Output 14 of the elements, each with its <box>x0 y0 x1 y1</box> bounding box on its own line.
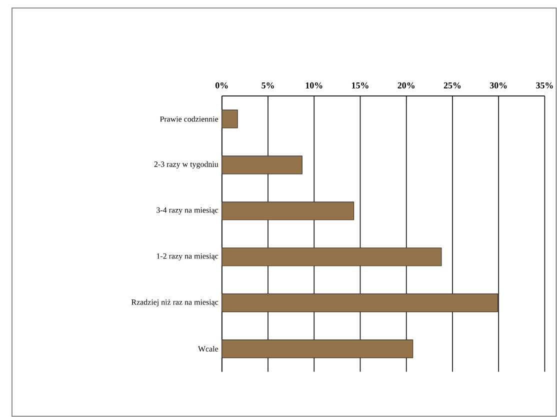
x-tick-label: 20% <box>398 82 414 89</box>
x-tick-label: 15% <box>352 82 368 89</box>
bar <box>222 294 498 312</box>
bar <box>222 110 238 128</box>
bar <box>222 248 442 266</box>
x-tick-label: 0% <box>216 82 228 89</box>
x-tick-label: 5% <box>262 82 274 89</box>
x-tick-label: 30% <box>490 82 507 89</box>
x-tick-label: 10% <box>306 82 322 89</box>
x-tick-label: 35% <box>536 82 553 89</box>
bar <box>222 156 302 174</box>
bar <box>222 340 414 358</box>
bar <box>222 202 354 220</box>
x-tick-label: 25% <box>444 82 461 89</box>
